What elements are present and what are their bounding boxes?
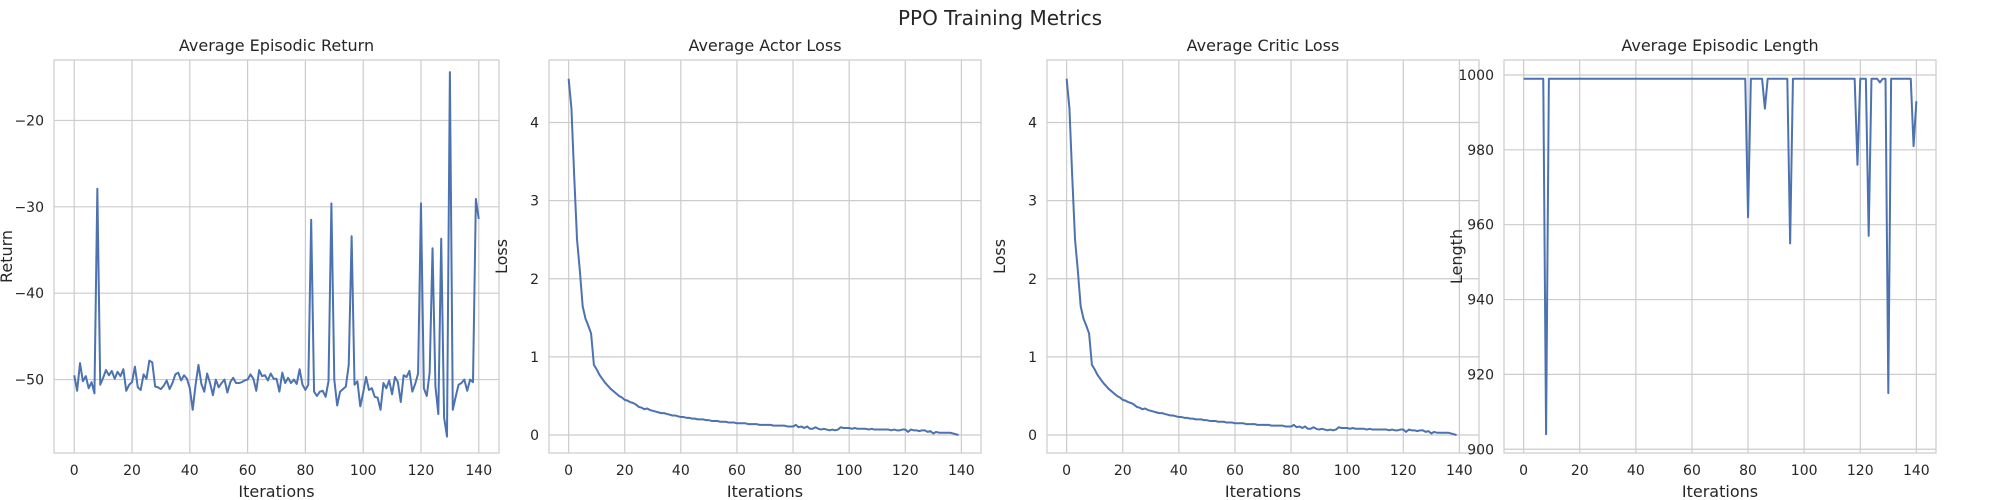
y-tick-label: 3 [530, 194, 539, 210]
y-tick-label: 920 [1467, 367, 1494, 383]
x-tick-label: 40 [181, 463, 199, 479]
subplot-actor-loss: 0 20 40 60 80 100 120 140 0 1 2 3 4 Average Actor Los… [492, 36, 982, 500]
x-tick-label: 40 [672, 463, 690, 479]
x-tick-label: 60 [239, 463, 257, 479]
series-line [73, 71, 480, 438]
x-tick-label: 120 [1847, 463, 1874, 479]
x-tick-label: 0 [1519, 463, 1528, 479]
x-tick-label: 100 [350, 463, 377, 479]
y-tick-label: 0 [530, 428, 539, 444]
x-tick-label: 80 [1739, 463, 1757, 479]
y-tick-label: 1000 [1458, 68, 1494, 84]
y-tick-label: 1 [1028, 350, 1037, 366]
x-axis-label: Iterations [1225, 482, 1301, 500]
x-tick-label: 0 [564, 463, 573, 479]
x-tick-label: 140 [1446, 463, 1473, 479]
series-line [567, 78, 959, 436]
x-tick-label: 60 [1226, 463, 1244, 479]
x-tick-label: 20 [1571, 463, 1589, 479]
y-tick-label: 4 [530, 116, 539, 132]
y-tick-label: 4 [1028, 116, 1037, 132]
plot-area [1046, 59, 1480, 454]
x-tick-label: 120 [892, 463, 919, 479]
x-tick-label: 120 [1390, 463, 1417, 479]
x-tick-label: 0 [70, 463, 79, 479]
x-tick-label: 80 [296, 463, 314, 479]
y-tick-label: 3 [1028, 194, 1037, 210]
plot-area [1503, 59, 1937, 454]
y-tick-label: 980 [1467, 143, 1494, 159]
x-tick-label: 40 [1627, 463, 1645, 479]
y-tick-label: −20 [14, 113, 44, 129]
x-tick-label: 140 [465, 463, 492, 479]
subplot-title: Average Episodic Length [1621, 36, 1818, 55]
subplot-episodic-length: 0 20 40 60 80 100 120 140 900 920 940 960 980 1000 Ave… [1447, 36, 1937, 500]
subplot-title: Average Episodic Return [179, 36, 374, 55]
x-tick-label: 0 [1062, 463, 1071, 479]
y-tick-label: 1 [530, 350, 539, 366]
subplot-critic-loss: 0 20 40 60 80 100 120 140 0 1 2 3 4 Average Critic Lo… [990, 36, 1480, 500]
series-line [1065, 78, 1457, 436]
y-tick-label: 960 [1467, 218, 1494, 234]
x-tick-label: 100 [836, 463, 863, 479]
y-axis-label: Loss [990, 239, 1009, 274]
x-axis-label: Iterations [727, 482, 803, 500]
subplot-episodic-return: 0 20 40 60 80 100 120 140 −50 −40 −30 −20 Average Ep… [0, 36, 500, 500]
x-tick-label: 20 [123, 463, 141, 479]
x-tick-label: 60 [1683, 463, 1701, 479]
x-axis-label: Iterations [238, 482, 314, 500]
x-tick-label: 80 [1282, 463, 1300, 479]
y-axis-label: Loss [492, 239, 511, 274]
x-tick-label: 40 [1170, 463, 1188, 479]
x-tick-label: 20 [616, 463, 634, 479]
y-tick-label: 940 [1467, 293, 1494, 309]
y-tick-label: 0 [1028, 428, 1037, 444]
subplot-title: Average Critic Loss [1187, 36, 1340, 55]
y-tick-label: 2 [1028, 272, 1037, 288]
x-tick-label: 120 [408, 463, 435, 479]
x-tick-label: 140 [1903, 463, 1930, 479]
y-axis-label: Return [0, 230, 16, 283]
x-axis-label: Iterations [1682, 482, 1758, 500]
series-line [1523, 77, 1918, 436]
x-tick-label: 140 [948, 463, 975, 479]
y-tick-label: −40 [14, 286, 44, 302]
subplot-title: Average Actor Loss [688, 36, 841, 55]
y-tick-label: 900 [1467, 442, 1494, 458]
plot-area [548, 59, 982, 454]
x-tick-label: 60 [728, 463, 746, 479]
x-tick-label: 100 [1334, 463, 1361, 479]
y-tick-label: −30 [14, 200, 44, 216]
figure-title: PPO Training Metrics [898, 6, 1102, 30]
y-tick-label: 2 [530, 272, 539, 288]
x-tick-label: 80 [784, 463, 802, 479]
y-tick-label: −50 [14, 373, 44, 389]
x-tick-label: 100 [1791, 463, 1818, 479]
y-axis-label: Length [1447, 229, 1466, 284]
x-tick-label: 20 [1114, 463, 1132, 479]
